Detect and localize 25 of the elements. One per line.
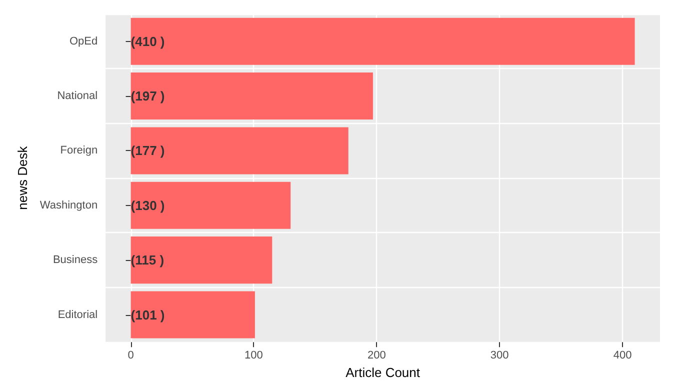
bar	[130, 18, 635, 65]
y-tick-label: National	[57, 90, 98, 102]
x-tick-label: 200	[367, 350, 386, 362]
data-label: (410 )	[130, 34, 165, 49]
data-label: (197 )	[130, 88, 165, 104]
data-label: (177 )	[130, 143, 165, 158]
x-axis-title: Article Count	[346, 365, 420, 380]
x-tick-label: 400	[613, 350, 632, 362]
x-tick-label: 300	[490, 350, 509, 362]
y-tick-label: OpEd	[69, 35, 98, 48]
y-tick-label: Washington	[40, 199, 98, 212]
x-tick-label: 0	[128, 350, 134, 362]
y-tick-label: Foreign	[60, 144, 98, 157]
data-label: (101 )	[130, 307, 165, 322]
x-tick-label: 100	[244, 350, 263, 362]
y-tick-label: Business	[52, 254, 98, 266]
bar	[130, 182, 291, 229]
bar	[130, 127, 348, 174]
y-tick-label: Editorial	[58, 308, 98, 321]
data-label: (130 )	[130, 198, 165, 213]
data-label: (115 )	[130, 252, 164, 268]
bar	[130, 291, 255, 338]
bar	[130, 236, 272, 284]
y-axis-title: news Desk	[15, 146, 30, 210]
bar	[130, 72, 373, 120]
